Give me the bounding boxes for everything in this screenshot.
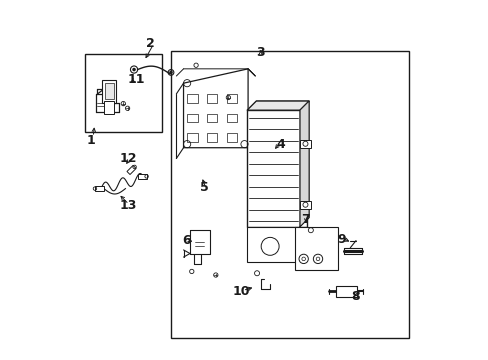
Text: 13: 13 <box>119 199 136 212</box>
Bar <box>187 114 197 122</box>
Circle shape <box>133 68 135 71</box>
Polygon shape <box>247 101 308 110</box>
Text: 7: 7 <box>301 213 309 226</box>
Text: 2: 2 <box>146 37 155 50</box>
Bar <box>103 101 114 114</box>
Bar <box>247 110 306 226</box>
Text: 1: 1 <box>86 134 95 147</box>
Text: 3: 3 <box>256 46 264 59</box>
Text: 12: 12 <box>119 152 137 165</box>
Bar <box>300 201 310 209</box>
Text: 10: 10 <box>232 285 250 298</box>
Bar <box>300 140 310 148</box>
Text: 9: 9 <box>336 233 345 246</box>
Text: 8: 8 <box>351 290 359 303</box>
Bar <box>247 226 300 262</box>
Polygon shape <box>300 101 308 226</box>
Bar <box>226 134 237 142</box>
Polygon shape <box>138 174 146 179</box>
Bar <box>85 54 162 132</box>
Bar <box>335 286 357 297</box>
Polygon shape <box>95 186 103 191</box>
Bar <box>207 114 217 122</box>
Bar <box>294 226 337 270</box>
Text: 11: 11 <box>127 73 144 86</box>
Bar <box>226 94 237 103</box>
Circle shape <box>169 71 172 73</box>
Bar <box>226 114 237 122</box>
Polygon shape <box>127 165 136 175</box>
Bar <box>102 80 116 103</box>
Bar <box>187 134 197 142</box>
Bar <box>207 134 217 142</box>
Text: 4: 4 <box>275 138 284 150</box>
Bar <box>207 94 217 103</box>
Text: 5: 5 <box>200 181 208 194</box>
Bar <box>104 83 113 99</box>
Bar <box>187 94 197 103</box>
Text: 6: 6 <box>182 234 190 247</box>
Bar <box>171 51 408 338</box>
